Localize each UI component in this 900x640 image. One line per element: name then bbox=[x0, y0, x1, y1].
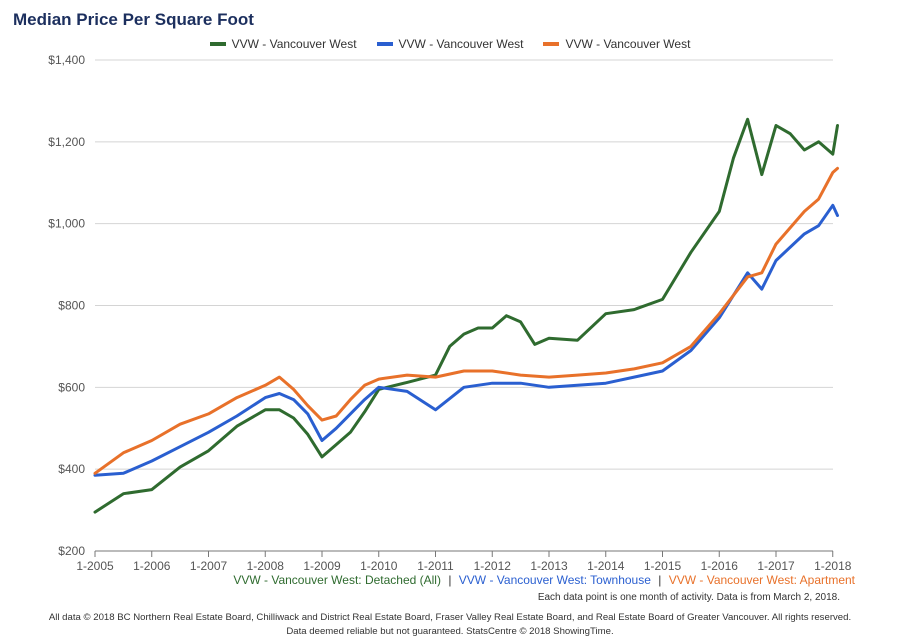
legend: VVW - Vancouver West VVW - Vancouver Wes… bbox=[0, 37, 900, 51]
x-tick-label: 1-2010 bbox=[360, 559, 398, 573]
sub-legend: VVW - Vancouver West: Detached (All) | V… bbox=[233, 573, 855, 587]
legend-item-detached[interactable]: VVW - Vancouver West bbox=[209, 37, 357, 51]
x-tick-label: 1-2014 bbox=[587, 559, 625, 573]
legend-label-apartment: VVW - Vancouver West bbox=[565, 37, 691, 51]
sub-legend-separator: | bbox=[658, 573, 662, 587]
x-tick-label: 1-2018 bbox=[814, 559, 852, 573]
legend-item-apartment[interactable]: VVW - Vancouver West bbox=[543, 37, 690, 51]
x-tick-label: 1-2006 bbox=[133, 559, 171, 573]
x-tick-label: 1-2007 bbox=[190, 559, 228, 573]
y-tick-label: $800 bbox=[58, 299, 85, 313]
series-line-apartment bbox=[93, 166, 839, 475]
data-note: Each data point is one month of activity… bbox=[537, 592, 840, 603]
x-tick-label: 1-2009 bbox=[303, 559, 341, 573]
sub-legend-apartment: VVW - Vancouver West: Apartment bbox=[668, 573, 855, 587]
x-tick-label: 1-2005 bbox=[76, 559, 114, 573]
y-tick-label: $1,000 bbox=[48, 217, 85, 231]
legend-label-detached: VVW - Vancouver West bbox=[231, 37, 357, 51]
legend-swatch-detached bbox=[209, 42, 226, 46]
y-tick-label: $200 bbox=[58, 544, 85, 558]
y-tick-label: $1,200 bbox=[48, 135, 85, 149]
series-line-townhouse bbox=[93, 203, 839, 477]
x-tick-label: 1-2015 bbox=[644, 559, 682, 573]
x-tick-label: 1-2017 bbox=[757, 559, 795, 573]
series-line-detached bbox=[93, 117, 839, 514]
sub-legend-detached: VVW - Vancouver West: Detached (All) bbox=[233, 573, 441, 587]
x-tick-label: 1-2013 bbox=[530, 559, 568, 573]
x-tick-label: 1-2008 bbox=[247, 559, 285, 573]
footer: All data © 2018 BC Northern Real Estate … bbox=[0, 611, 900, 639]
y-tick-label: $400 bbox=[58, 462, 85, 476]
legend-label-townhouse: VVW - Vancouver West bbox=[398, 37, 524, 51]
sub-legend-townhouse: VVW - Vancouver West: Townhouse bbox=[458, 573, 651, 587]
legend-swatch-apartment bbox=[543, 42, 560, 46]
y-tick-label: $1,400 bbox=[48, 53, 85, 67]
footer-copyright: All data © 2018 BC Northern Real Estate … bbox=[48, 612, 852, 623]
legend-item-townhouse[interactable]: VVW - Vancouver West bbox=[376, 37, 524, 51]
y-tick-label: $600 bbox=[58, 380, 85, 394]
footer-disclaimer: Data deemed reliable but not guaranteed.… bbox=[286, 626, 614, 637]
legend-swatch-townhouse bbox=[376, 42, 393, 46]
chart-title: Median Price Per Square Foot bbox=[13, 10, 254, 29]
x-tick-label: 1-2016 bbox=[701, 559, 739, 573]
x-tick-label: 1-2012 bbox=[474, 559, 512, 573]
sub-legend-separator: | bbox=[448, 573, 452, 587]
x-tick-label: 1-2011 bbox=[417, 559, 454, 573]
